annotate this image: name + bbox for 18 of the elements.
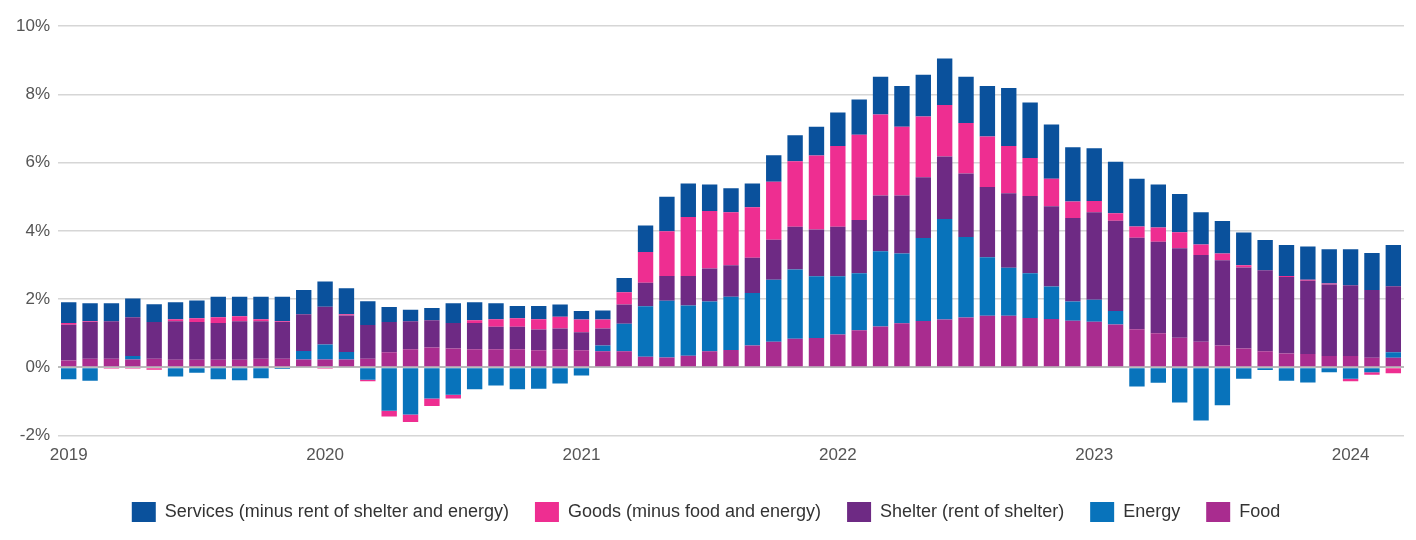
y-tick-label: 0% xyxy=(25,357,51,377)
y-tick-label: 10% xyxy=(15,15,51,35)
legend-label: Energy xyxy=(1123,500,1181,521)
y-tick-label: -2% xyxy=(19,425,51,445)
legend-label: Services (minus rent of shelter and energy) xyxy=(164,500,509,521)
legend-label: Goods (minus food and energy) xyxy=(567,500,822,521)
x-tick-label: 2022 xyxy=(818,445,857,465)
y-tick-label: 2% xyxy=(25,288,51,308)
x-tick-label: 2024 xyxy=(1331,445,1370,465)
x-tick-label: 2019 xyxy=(49,445,88,465)
y-tick-label: 6% xyxy=(25,152,51,172)
x-tick-label: 2023 xyxy=(1075,445,1114,465)
legend-label: Shelter (rent of shelter) xyxy=(880,500,1065,521)
legend-label: Food xyxy=(1239,500,1281,521)
y-tick-label: 8% xyxy=(25,84,51,104)
x-tick-label: 2020 xyxy=(306,445,344,465)
x-tick-label: 2021 xyxy=(562,445,601,465)
y-tick-label: 4% xyxy=(25,220,51,240)
